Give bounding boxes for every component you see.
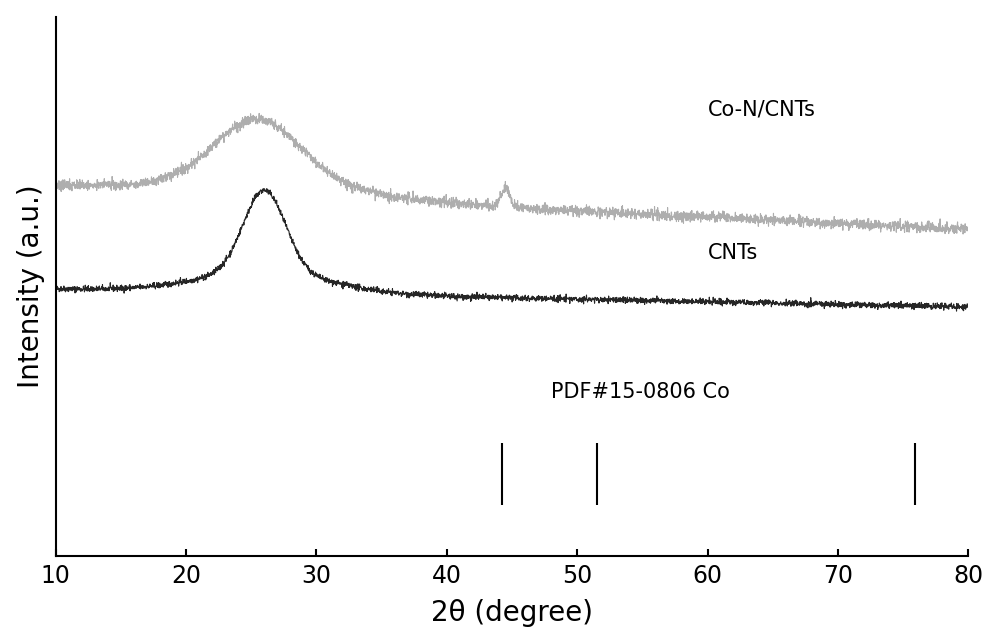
Text: Co-N/CNTs: Co-N/CNTs bbox=[708, 99, 815, 119]
X-axis label: 2θ (degree): 2θ (degree) bbox=[431, 600, 593, 627]
Text: CNTs: CNTs bbox=[708, 243, 758, 263]
Text: PDF#15-0806 Co: PDF#15-0806 Co bbox=[551, 381, 730, 402]
Y-axis label: Intensity (a.u.): Intensity (a.u.) bbox=[17, 184, 45, 388]
